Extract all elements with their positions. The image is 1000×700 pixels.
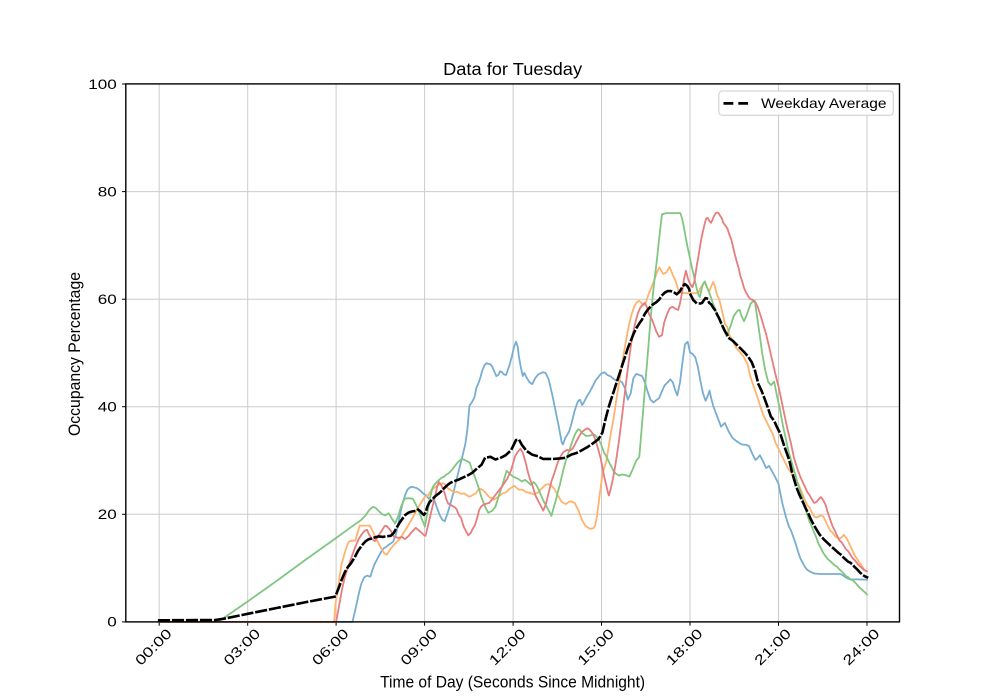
svg-text:Time of Day (Seconds Since Mid: Time of Day (Seconds Since Midnight) [380, 674, 645, 692]
svg-text:100: 100 [88, 76, 117, 92]
svg-text:20: 20 [98, 506, 117, 522]
svg-text:40: 40 [98, 399, 117, 415]
svg-text:60: 60 [98, 291, 117, 307]
svg-text:Occupancy Percentage: Occupancy Percentage [66, 272, 84, 436]
svg-text:Weekday Average: Weekday Average [761, 95, 887, 111]
svg-text:80: 80 [98, 183, 117, 199]
svg-text:Data for Tuesday: Data for Tuesday [443, 59, 582, 79]
svg-text:0: 0 [107, 614, 117, 630]
